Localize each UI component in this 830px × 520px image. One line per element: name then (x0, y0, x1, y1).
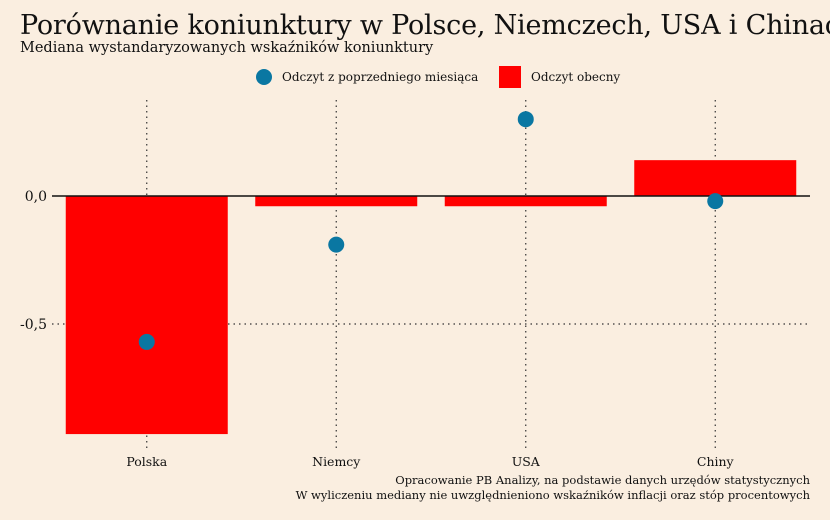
legend-item-current: Odczyt obecny (499, 66, 620, 88)
legend-label-previous: Odczyt z poprzedniego miesiąca (282, 70, 479, 84)
legend-item-previous: Odczyt z poprzedniego miesiąca (256, 66, 478, 88)
legend-bar-swatch (499, 66, 521, 88)
y-tick-label-1: -0,5 (20, 317, 47, 333)
y-tick-label-0: 0,0 (25, 189, 47, 205)
bar-chiny (634, 160, 797, 196)
point-usa (517, 111, 534, 128)
legend: Odczyt z poprzedniego miesiąca Odczyt ob… (0, 66, 830, 88)
legend-label-current: Odczyt obecny (531, 70, 621, 84)
x-tick-label-chiny: Chiny (697, 454, 735, 469)
x-tick-label-niemcy: Niemcy (312, 454, 361, 469)
point-polska (138, 333, 155, 350)
bar-polska (65, 196, 228, 435)
bar-usa (444, 196, 607, 207)
chart-footer: Opracowanie PB Analizy, na podstawie dan… (296, 473, 810, 502)
bar-niemcy (255, 196, 418, 207)
x-tick-label-usa: USA (512, 454, 541, 469)
chart-subtitle: Mediana wystandaryzowanych wskaźników ko… (20, 40, 434, 56)
point-chiny (707, 193, 724, 210)
x-tick-label-polska: Polska (126, 454, 167, 469)
point-niemcy (328, 236, 345, 253)
footer-source: Opracowanie PB Analizy, na podstawie dan… (395, 473, 810, 487)
chart-title: Porównanie koniunktury w Polsce, Niemcze… (20, 10, 830, 41)
footer-note: W wyliczeniu mediany nie uwzględnieniono… (295, 487, 810, 502)
legend-dot-swatch (256, 69, 272, 85)
